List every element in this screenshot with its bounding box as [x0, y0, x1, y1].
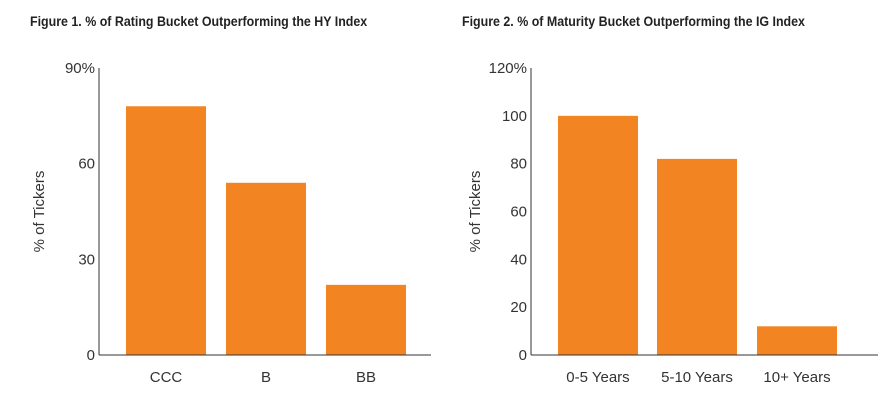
- y-tick-label: 120%: [489, 60, 527, 77]
- y-tick-label: 60: [78, 156, 95, 173]
- y-tick-label: 40: [510, 251, 527, 268]
- x-category-label: 0-5 Years: [566, 369, 629, 386]
- chart-title: Figure 2. % of Maturity Bucket Outperfor…: [462, 14, 805, 29]
- y-axis-title: % of Tickers: [467, 171, 484, 253]
- x-category-label: 10+ Years: [763, 369, 830, 386]
- x-category-label: CCC: [150, 369, 183, 386]
- chart-panel-maturity: 0 20 40 60 80 100 120% 0-5 Years 5-10 Years 10+ Y…: [447, 0, 894, 401]
- x-category-label: BB: [356, 369, 376, 386]
- y-tick-label: 100: [502, 108, 527, 125]
- bar-ccc: [126, 106, 206, 356]
- y-tick-label: 20: [510, 299, 527, 316]
- y-tick-label: 0: [87, 347, 95, 364]
- x-category-label: B: [261, 369, 271, 386]
- y-tick-label: 30: [78, 251, 95, 268]
- chart-title: Figure 1. % of Rating Bucket Outperformi…: [30, 14, 368, 29]
- y-tick-label: 0: [519, 347, 527, 364]
- chart-panel-rating: 0 30 60 90% CCC B BB% of Tickers Figure 1. % o…: [30, 14, 431, 386]
- y-tick-label: 60: [510, 204, 527, 221]
- bar-b: [226, 182, 306, 355]
- chart-maturity-svg: 0 20 40 60 80 100 120% 0-5 Years 5-10 Years 10+ Y…: [467, 60, 878, 386]
- bar-10-years: [757, 326, 837, 355]
- x-category-label: 5-10 Years: [661, 369, 733, 386]
- bar-5-10-years: [657, 158, 737, 355]
- y-axis-title: % of Tickers: [31, 171, 48, 253]
- bar-bb: [326, 284, 406, 355]
- bar-0-5-years: [558, 115, 638, 355]
- y-tick-label: 80: [510, 156, 527, 173]
- y-tick-label: 90%: [65, 60, 95, 77]
